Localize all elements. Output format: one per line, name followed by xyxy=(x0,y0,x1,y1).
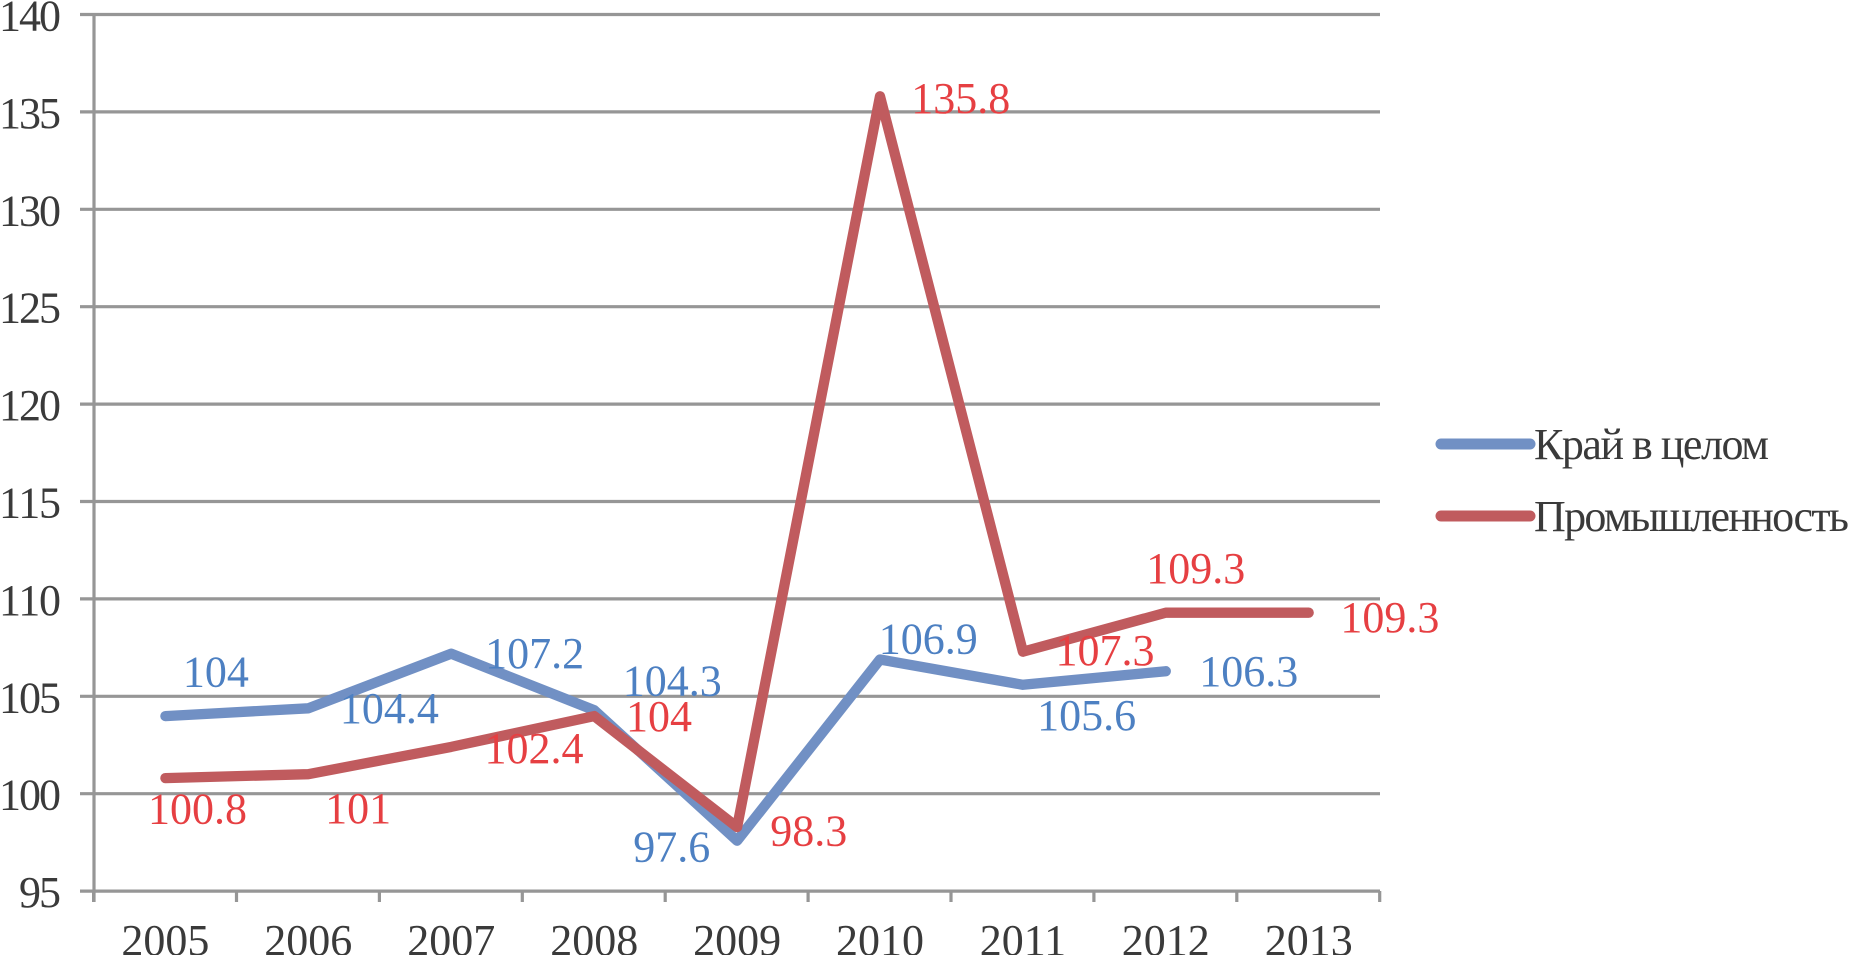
svg-text:107.3: 107.3 xyxy=(1056,626,1155,675)
svg-text:2012: 2012 xyxy=(1122,916,1210,955)
svg-text:100.8: 100.8 xyxy=(148,784,247,833)
svg-text:2010: 2010 xyxy=(836,916,924,955)
svg-text:2011: 2011 xyxy=(980,916,1066,955)
svg-text:130: 130 xyxy=(0,186,61,235)
svg-text:2009: 2009 xyxy=(693,916,781,955)
svg-text:2008: 2008 xyxy=(550,916,638,955)
svg-text:106.3: 106.3 xyxy=(1199,647,1298,696)
svg-text:105.6: 105.6 xyxy=(1037,691,1136,740)
svg-text:104.4: 104.4 xyxy=(340,684,439,733)
svg-text:125: 125 xyxy=(0,284,61,333)
svg-text:109.3: 109.3 xyxy=(1340,593,1439,642)
svg-text:110: 110 xyxy=(0,576,61,625)
svg-text:95: 95 xyxy=(19,868,61,917)
svg-text:109.3: 109.3 xyxy=(1146,544,1245,593)
svg-text:2006: 2006 xyxy=(264,916,352,955)
svg-text:100: 100 xyxy=(0,771,61,820)
svg-text:2005: 2005 xyxy=(121,916,209,955)
svg-text:107.2: 107.2 xyxy=(485,629,584,678)
svg-text:Край в целом: Край в целом xyxy=(1534,420,1769,469)
svg-text:104: 104 xyxy=(626,692,692,741)
svg-text:135: 135 xyxy=(0,89,61,138)
svg-text:101: 101 xyxy=(325,784,391,833)
svg-text:106.9: 106.9 xyxy=(879,615,978,664)
svg-text:104: 104 xyxy=(183,648,249,697)
svg-text:102.4: 102.4 xyxy=(485,724,584,773)
svg-text:140: 140 xyxy=(0,0,61,41)
svg-text:2007: 2007 xyxy=(407,916,495,955)
svg-text:97.6: 97.6 xyxy=(633,823,710,872)
svg-text:2013: 2013 xyxy=(1265,916,1353,955)
svg-text:98.3: 98.3 xyxy=(770,807,847,856)
svg-text:104.3: 104.3 xyxy=(623,657,722,706)
svg-text:120: 120 xyxy=(0,381,61,430)
svg-text:135.8: 135.8 xyxy=(911,74,1010,123)
svg-text:105: 105 xyxy=(0,673,61,722)
svg-text:Промышленность: Промышленность xyxy=(1534,492,1849,541)
svg-text:115: 115 xyxy=(0,479,61,528)
